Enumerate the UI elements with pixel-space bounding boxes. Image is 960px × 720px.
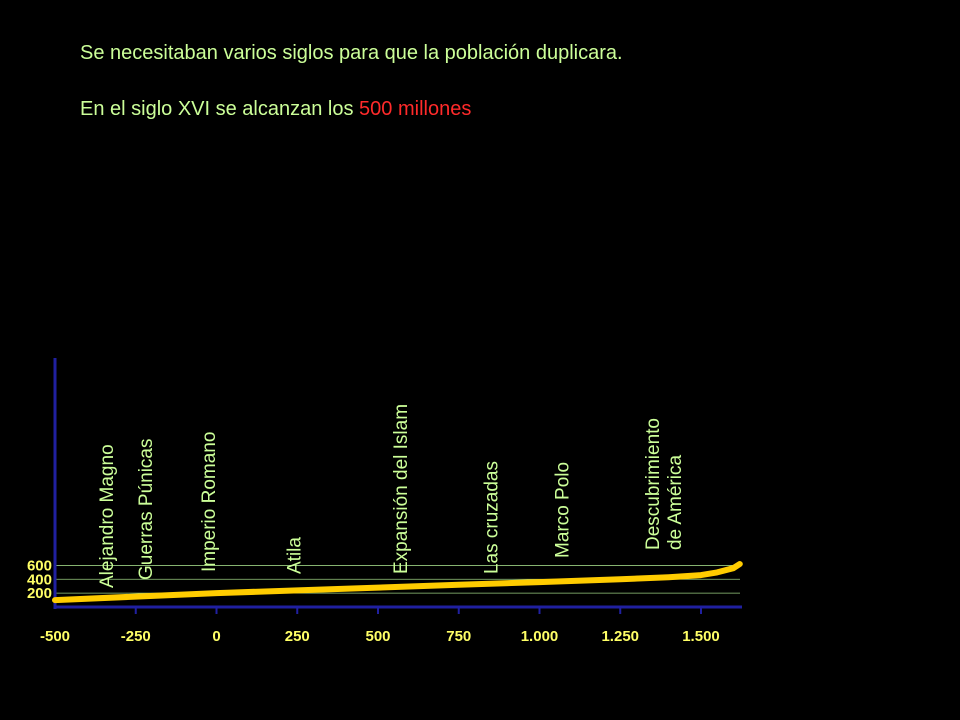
x-tick-label: -250 bbox=[121, 628, 151, 645]
y-tick-label: 600 bbox=[27, 557, 52, 574]
x-tick-label: 0 bbox=[212, 628, 220, 645]
headline-highlight: 500 millones bbox=[359, 98, 472, 120]
event-label: Descubrimiento bbox=[643, 418, 664, 550]
event-label: Alejandro Magno bbox=[97, 444, 118, 588]
x-tick-label: 750 bbox=[446, 628, 471, 645]
y-tick-label: 400 bbox=[27, 571, 52, 588]
headline-line-2: En el siglo XVI se alcanzan los 500 mill… bbox=[80, 98, 471, 121]
x-tick-label: -500 bbox=[40, 628, 70, 645]
event-label: Las cruzadas bbox=[482, 461, 503, 574]
x-tick-label: 1.000 bbox=[521, 628, 559, 645]
event-label: Atila bbox=[284, 537, 305, 574]
x-tick-label: 500 bbox=[365, 628, 390, 645]
x-tick-label: 1.500 bbox=[682, 628, 720, 645]
event-label: Guerras Púnicas bbox=[136, 438, 157, 580]
x-tick-label: 1.250 bbox=[601, 628, 639, 645]
event-label: Marco Polo bbox=[553, 462, 574, 558]
population-curve bbox=[52, 561, 743, 604]
y-tick-label: 200 bbox=[27, 585, 52, 602]
headline-line-2-prefix: En el siglo XVI se alcanzan los bbox=[80, 98, 360, 120]
event-label: Imperio Romano bbox=[199, 432, 220, 572]
headline-line-1: Se necesitaban varios siglos para que la… bbox=[80, 42, 623, 64]
event-label: Expansión del Islam bbox=[391, 404, 412, 574]
x-tick-label: 250 bbox=[285, 628, 310, 645]
event-label-line2: de América bbox=[665, 455, 686, 550]
